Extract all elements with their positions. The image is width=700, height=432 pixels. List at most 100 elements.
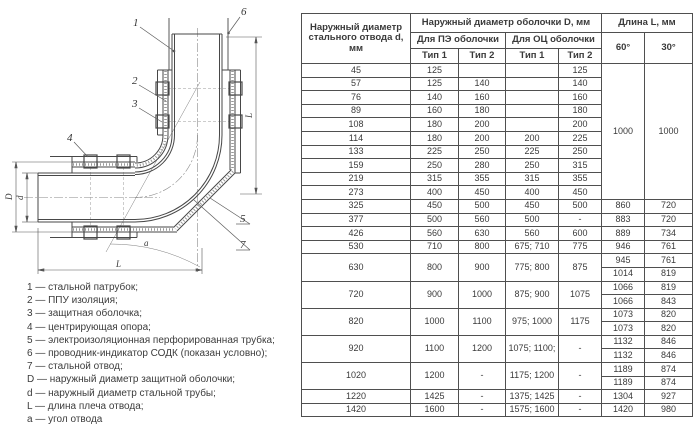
table-cell: 846	[644, 334, 693, 350]
table-cell: 920	[301, 334, 411, 364]
table-row: 820 1000 1100 975; 1000 1175 1073 820	[301, 307, 693, 336]
table-cell: 883	[601, 212, 645, 228]
dim-label-L-bottom: L	[115, 259, 121, 269]
table-cell: 980	[644, 402, 693, 418]
table-cell: 775	[558, 239, 602, 255]
table-cell: 180	[410, 117, 459, 132]
elbow-drawing-svg: D d L L a 1 2 3 4 5 6 7	[4, 6, 262, 274]
header-steel-diameter: Наружный диаметр стального отвода d, мм	[301, 13, 411, 64]
table-cell: 250	[505, 158, 559, 173]
header-30deg: 30°	[644, 32, 693, 64]
table-cell: 927	[644, 389, 693, 404]
table-cell: 975; 1000	[505, 307, 559, 336]
callout-7: 7	[240, 239, 246, 251]
table-cell: 1200	[410, 362, 459, 391]
table-cell: 800	[458, 239, 506, 255]
steel-pipe	[37, 33, 223, 223]
table-cell: 820	[301, 307, 411, 336]
table-cell	[505, 90, 559, 105]
jacket	[71, 69, 236, 233]
table-cell: 160	[410, 103, 459, 119]
centerlines	[24, 28, 198, 272]
table-cell: 1175; 1200	[505, 362, 559, 391]
table-cell: 1020	[301, 362, 411, 391]
header-pe-casing: Для ПЭ оболочки	[410, 32, 506, 49]
table-cell: 426	[301, 226, 411, 241]
table-cell: 180	[558, 103, 602, 119]
table-cell: 900	[458, 253, 506, 282]
header-pe-type2: Тип 2	[458, 48, 506, 64]
header-row-3: Тип 1 Тип 2 Тип 1 Тип 2	[302, 48, 693, 64]
table-cell	[505, 76, 559, 92]
table-cell: -	[558, 389, 602, 404]
table-cell: 1075; 1100;	[505, 334, 559, 364]
table-cell: 1189	[601, 362, 645, 377]
table-cell: 225	[558, 130, 602, 146]
table-cell: 734	[644, 226, 693, 241]
table-cell: 273	[301, 185, 411, 200]
spec-table-header: Наружный диаметр стального отвода d, мм …	[301, 13, 693, 64]
table-cell	[505, 103, 559, 119]
table-cell: 800	[410, 253, 459, 282]
dim-label-D: D	[4, 193, 14, 201]
table-cell: 315	[558, 158, 602, 173]
table-row: 720 900 1000 875; 900 1075 1066 819	[301, 280, 693, 309]
dimension-lines	[12, 36, 262, 274]
table-cell: 500	[410, 212, 459, 228]
table-cell: 1575; 1600	[505, 402, 559, 418]
table-cell: 1100	[458, 307, 506, 336]
collars	[71, 69, 243, 240]
table-cell: 355	[558, 171, 602, 187]
table-cell: 1132	[601, 334, 645, 350]
table-cell: 133	[301, 144, 411, 160]
table-cell: 1066	[601, 294, 645, 309]
table-cell: 875	[558, 253, 602, 282]
table-cell: 1420	[601, 402, 645, 418]
table-cell: 225	[410, 144, 459, 160]
table-cell: 1420	[301, 402, 411, 418]
table-cell: 140	[410, 90, 459, 105]
header-pe-type1: Тип 1	[410, 48, 459, 64]
header-row-1: Наружный диаметр стального отвода d, мм …	[301, 13, 693, 64]
table-cell: 820	[644, 307, 693, 323]
table-cell: 1189	[601, 375, 645, 391]
table-cell: 377	[301, 212, 411, 228]
table-cell: 946	[601, 239, 645, 255]
legend-item: 4 — центрирующая опора;	[27, 321, 151, 333]
table-cell	[505, 63, 559, 78]
table-cell: 945	[601, 253, 645, 268]
table-cell: 500	[558, 198, 602, 214]
table-cell: 219	[301, 171, 411, 187]
elbow-drawing: D d L L a 1 2 3 4 5 6 7	[0, 0, 300, 280]
table-cell: 1014	[601, 266, 645, 282]
table-cell: -	[558, 334, 602, 364]
dimension-labels: D d L L a	[4, 113, 254, 269]
table-cell: 325	[301, 198, 411, 214]
table-row: 426 560 630 560 600 889 734	[301, 226, 693, 241]
table-cell: 1100	[410, 334, 459, 364]
table-cell: 280	[458, 158, 506, 173]
table-cell: 159	[301, 158, 411, 173]
table-row: 1420 1600-1575; 1600-1420 980	[301, 402, 693, 418]
table-cell: 450	[410, 198, 459, 214]
table-row: 45 125 125 1000 1000	[301, 63, 693, 200]
table-cell: 560	[458, 212, 506, 228]
table-cell: 530	[301, 239, 411, 255]
callout-3: 3	[131, 98, 138, 110]
table-cell: 819	[644, 280, 693, 296]
table-cell: 125	[410, 63, 459, 78]
table-cell: 761	[644, 253, 693, 268]
table-cell: 1000	[458, 280, 506, 309]
table-cell: 1073	[601, 307, 645, 323]
table-cell: 1066	[601, 280, 645, 296]
table-cell	[458, 63, 506, 78]
table-row: 530 710 800 675; 710 775 946 761	[301, 239, 693, 255]
dim-label-angle: a	[144, 238, 149, 248]
table-cell: 1220	[301, 389, 411, 404]
table-cell: -	[458, 402, 506, 418]
header-length-group: Длина L, мм	[601, 13, 693, 33]
legend-item: 6 — проводник-индикатор СОДК (показан ус…	[27, 348, 268, 360]
table-cell: 710	[410, 239, 459, 255]
table-cell: 560	[505, 226, 559, 241]
table-cell: 57	[301, 76, 411, 92]
